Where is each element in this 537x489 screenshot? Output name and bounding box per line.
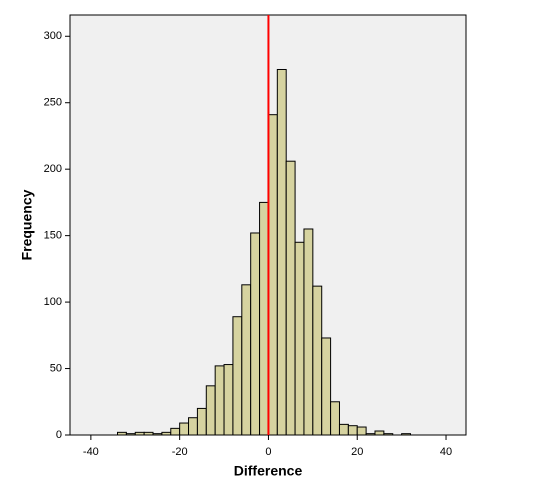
y-tick-label: 200 [44, 163, 62, 175]
bar [338, 423, 349, 436]
bar [214, 365, 225, 436]
bar [125, 433, 136, 436]
bar [294, 241, 305, 436]
bar [267, 114, 278, 436]
y-tick-label: 100 [44, 296, 62, 308]
bar [259, 201, 269, 436]
x-tick-label: -40 [83, 446, 99, 458]
y-tick-label: 150 [44, 230, 62, 242]
x-tick-label: 0 [265, 446, 271, 458]
bar [285, 160, 296, 436]
bar [303, 228, 314, 436]
x-axis-label: Difference [234, 463, 303, 479]
bar [365, 433, 376, 436]
bar [401, 433, 412, 436]
x-tick-label: -20 [172, 446, 188, 458]
bar [347, 425, 358, 436]
bar [170, 427, 181, 436]
y-tick-label: 300 [44, 30, 62, 42]
bar [223, 364, 234, 436]
y-axis-label: Frequency [19, 189, 35, 260]
y-tick-label: 50 [50, 362, 62, 374]
bar [250, 232, 261, 436]
bar [312, 285, 323, 436]
bar [179, 422, 190, 436]
y-tick-label: 0 [56, 429, 62, 441]
x-tick-label: 40 [440, 446, 452, 458]
bar [321, 337, 332, 436]
x-tick-label: 20 [351, 446, 363, 458]
bar [143, 431, 154, 436]
bar [356, 426, 367, 436]
bar [196, 407, 207, 436]
bar [232, 316, 243, 436]
bar [205, 385, 216, 436]
bar [161, 431, 172, 436]
bar [134, 431, 145, 436]
bar [188, 417, 198, 436]
bar [383, 433, 394, 436]
bar [152, 433, 163, 436]
bar [117, 431, 127, 436]
bar [241, 284, 252, 436]
bar [276, 68, 287, 436]
y-tick-label: 250 [44, 97, 62, 109]
bar [374, 430, 385, 436]
bar [330, 401, 340, 436]
